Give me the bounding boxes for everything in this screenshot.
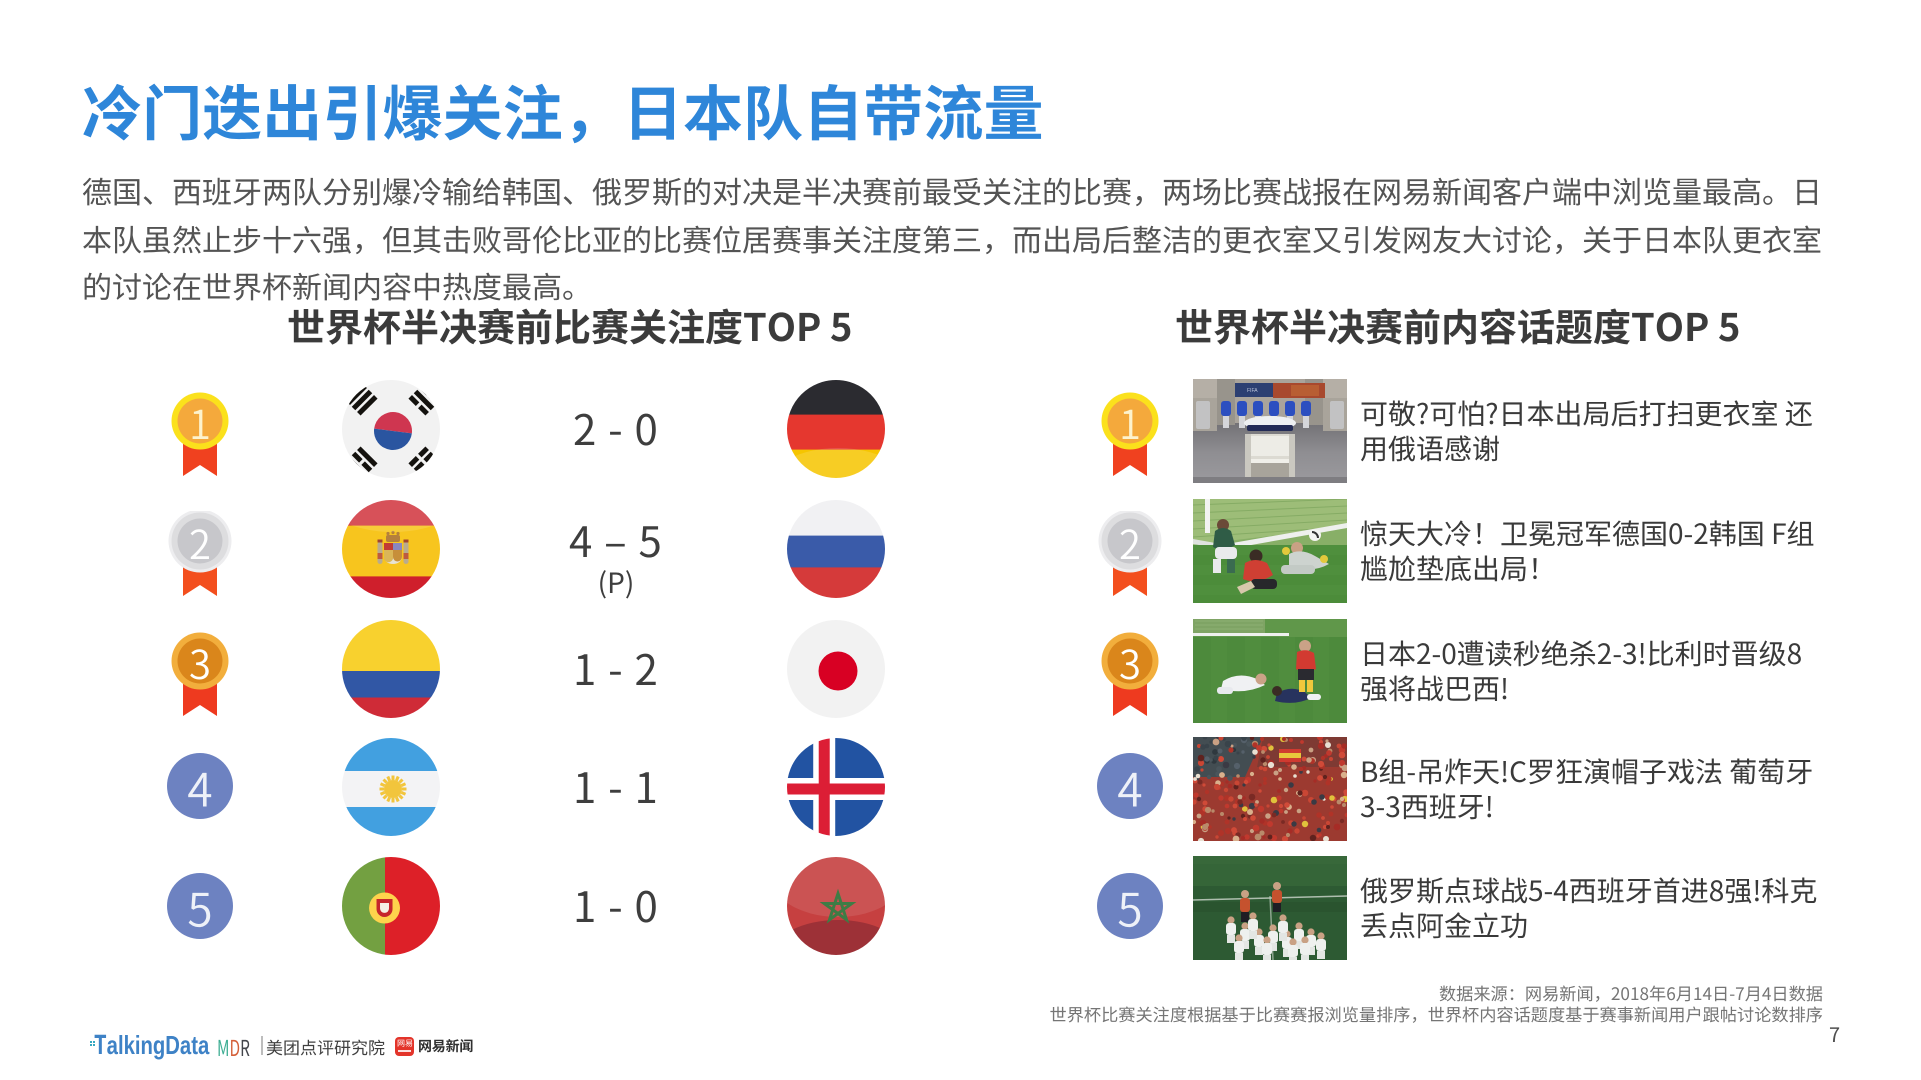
svg-text:3: 3 [1119,633,1141,691]
svg-text:4: 4 [1117,755,1142,821]
svg-text:2: 2 [1119,513,1141,571]
svg-text:5: 5 [1117,874,1142,940]
svg-text:3: 3 [189,633,211,691]
svg-text:2: 2 [189,513,211,571]
svg-text:FIFA: FIFA [1247,388,1258,394]
svg-text:1: 1 [1119,393,1141,451]
svg-text:4: 4 [187,755,212,821]
svg-text:1: 1 [189,393,211,451]
svg-text:5: 5 [187,874,212,940]
